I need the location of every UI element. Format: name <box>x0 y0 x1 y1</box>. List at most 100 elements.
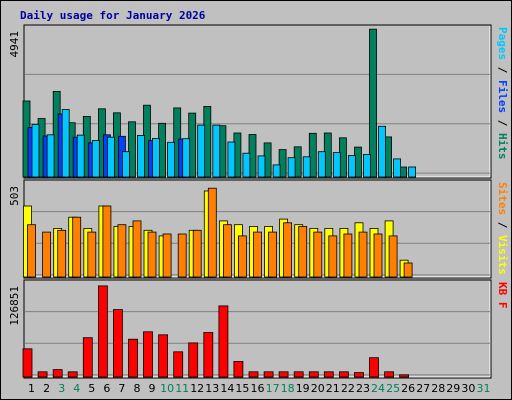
bar-pages <box>393 158 402 178</box>
x-tick-label: 3 <box>58 382 65 395</box>
bar-kb-f <box>293 371 304 378</box>
x-tick-label: 17 <box>266 382 280 395</box>
x-tick-label: 21 <box>326 382 340 395</box>
bar-hits <box>128 121 136 178</box>
x-tick-label: 31 <box>477 382 491 395</box>
x-tick-label: 7 <box>118 382 125 395</box>
legend-entry: Sites <box>496 182 509 215</box>
bar-kb-f <box>369 357 379 378</box>
bar-pages <box>317 151 326 178</box>
x-tick-label: 22 <box>341 382 355 395</box>
bar-pages <box>227 141 236 178</box>
x-tick-label: 16 <box>251 382 265 395</box>
bar-pages <box>287 157 296 178</box>
bar-pages <box>122 151 130 178</box>
bar-pages <box>363 153 371 178</box>
bar-pages <box>332 152 341 178</box>
bar-pages <box>46 134 55 178</box>
bar-kb-f <box>188 342 199 378</box>
bar-sites <box>27 224 36 278</box>
bar-kb-f <box>278 371 289 378</box>
bar-pages <box>107 136 115 178</box>
panel-kbytes: 126851 KB F <box>8 279 509 379</box>
x-tick-label: 5 <box>88 382 95 395</box>
series-legend: Pages / Files / Hits <box>496 27 509 160</box>
bar-sites <box>42 231 51 278</box>
panel-background <box>23 279 492 379</box>
x-tick-label: 8 <box>134 382 141 395</box>
x-tick-label: 10 <box>160 382 174 395</box>
bar-kb-f <box>203 332 214 378</box>
bar-pages <box>152 137 160 178</box>
bar-pages <box>408 166 417 178</box>
max-value-label: 503 <box>8 186 21 206</box>
legend-entry: / <box>496 113 509 133</box>
x-tick-label: 27 <box>416 382 430 395</box>
x-tick-label: 24 <box>371 382 385 395</box>
bar-pages <box>91 140 100 178</box>
bar-sites <box>177 233 187 278</box>
bar-kb-f <box>82 337 93 378</box>
legend-entry: KB F <box>496 282 509 309</box>
x-tick-label: 29 <box>446 382 460 395</box>
bar-kb-f <box>37 371 48 378</box>
legend-entry: Visits <box>496 235 509 275</box>
x-tick-label: 12 <box>190 382 204 395</box>
bar-kb-f <box>354 372 364 378</box>
legend-entry: Files <box>496 80 509 113</box>
bar-hits <box>278 149 287 178</box>
bar-pages <box>347 155 356 178</box>
bar-sites <box>87 231 97 278</box>
bar-sites <box>72 216 82 278</box>
chart-title: Daily usage for January 2026 <box>20 9 206 22</box>
bar-sites <box>373 233 383 278</box>
series-legend: Sites / Visits <box>496 182 509 275</box>
bar-sites <box>162 233 172 278</box>
bar-kb-f <box>323 371 334 378</box>
bar-kb-f <box>399 374 410 378</box>
bar-pages <box>31 124 40 178</box>
bar-kb-f <box>22 348 33 378</box>
bar-kb-f <box>98 285 108 378</box>
bar-pages <box>76 134 85 178</box>
legend-entry: Pages <box>496 27 509 60</box>
bar-kb-f <box>113 309 123 378</box>
x-tick-label: 26 <box>401 382 415 395</box>
bar-sites <box>237 235 247 278</box>
legend-entry: / <box>496 215 509 235</box>
bar-sites <box>192 229 202 278</box>
bar-kb-f <box>52 369 63 378</box>
bar-pages <box>197 124 206 178</box>
bar-pages <box>257 155 266 178</box>
legend-entry: / <box>496 60 509 80</box>
x-tick-label: 25 <box>386 382 400 395</box>
panel-visits-sites: 503 Sites / Visits <box>8 179 509 279</box>
bar-kb-f <box>143 331 153 378</box>
bar-pages <box>272 164 281 178</box>
bar-pages <box>167 141 176 178</box>
max-value-label: 4941 <box>8 31 21 58</box>
bar-kb-f <box>128 338 138 378</box>
bar-kb-f <box>248 371 259 378</box>
x-tick-label: 11 <box>175 382 189 395</box>
bar-pages <box>212 124 221 178</box>
bar-pages <box>242 152 251 178</box>
x-tick-label: 9 <box>149 382 156 395</box>
x-tick-label: 15 <box>235 382 249 395</box>
bar-sites <box>57 229 67 278</box>
series-legend: KB F <box>496 282 509 309</box>
x-tick-label: 14 <box>220 382 234 395</box>
x-tick-label: 4 <box>73 382 80 395</box>
bar-pages <box>378 125 386 178</box>
bar-kb-f <box>158 334 169 378</box>
bar-kb-f <box>308 371 319 378</box>
bar-hits <box>308 132 317 178</box>
bar-sites <box>207 187 217 278</box>
bar-hits <box>369 28 377 178</box>
x-tick-label: 13 <box>205 382 219 395</box>
bar-pages <box>182 138 191 178</box>
bar-kb-f <box>384 371 395 378</box>
bar-sites <box>102 205 112 278</box>
x-tick-label: 28 <box>431 382 445 395</box>
